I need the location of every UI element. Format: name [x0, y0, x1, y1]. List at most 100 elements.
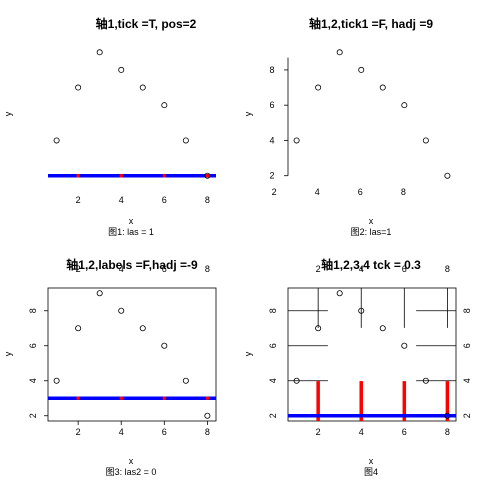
panel-3-title: 轴1,2,labels =F,hadj =-9: [66, 257, 198, 272]
panel-2-ylabel: y: [243, 111, 253, 116]
panel-4-y-right-tick-label: 6: [462, 343, 472, 348]
panel-4-ylabel: y: [243, 351, 253, 356]
panel-4-point: [315, 325, 322, 332]
panel-4-x-tick-label: 8: [445, 427, 450, 437]
panel-4-y-tick-label: 6: [268, 343, 278, 348]
panel-2-point: [358, 66, 365, 73]
panel-1-x-tick-label: 2: [76, 195, 81, 205]
panel-3-y-tick-label: 4: [28, 378, 38, 383]
panel-3-point: [161, 342, 168, 349]
panel-1-axis-tick-mark: [162, 173, 167, 178]
panel-1-point: [118, 66, 125, 73]
panel-1-point: [161, 102, 168, 109]
panel-3-point: [96, 290, 103, 297]
panel-4-point: [336, 290, 343, 297]
panel-1-ylabel: y: [3, 111, 13, 116]
panel-1-point: [204, 172, 211, 179]
panel-2-y-tick-label: 4: [269, 135, 274, 145]
panel-1-xlabel: x: [129, 216, 134, 226]
panel-1-x-tick-label: 4: [119, 195, 124, 205]
panel-4-point: [379, 325, 386, 332]
panel-3-point: [204, 412, 211, 419]
panel-4-y-tick-label: 8: [268, 308, 278, 313]
panel-1-point: [75, 84, 82, 91]
panel-3-x-tick-label: 4: [119, 427, 124, 437]
panel-2-y-tick-label: 2: [269, 171, 274, 181]
panel-2-x-tick-label: 4: [315, 187, 320, 197]
panel-1-point: [139, 84, 146, 91]
panel-3-point: [182, 377, 189, 384]
panel-3-ylabel: y: [3, 351, 13, 356]
panel-4-x-top-tick-label: 8: [445, 264, 450, 274]
panel-2-y-tick-label: 8: [269, 65, 274, 75]
panel-2-point: [444, 172, 451, 179]
panel-3-point: [75, 325, 82, 332]
panel-4-point: [401, 342, 408, 349]
panel-4-point: [422, 377, 429, 384]
panel-3-axis-tick-mark: [205, 396, 210, 401]
panel-3-x-tick-label: 8: [205, 427, 210, 437]
panel-1-axis-tick-mark: [76, 173, 80, 178]
panel-3-y-tick-label: 2: [28, 413, 38, 418]
panel-3-y-tick-label: 8: [28, 308, 38, 313]
panel-3-axis-tick-mark: [76, 396, 80, 401]
panel-4-caption: 图4: [364, 467, 378, 477]
panel-3-x-tick-label: 6: [162, 427, 167, 437]
panel-4-point: [293, 377, 300, 384]
panel-3-caption: 图3: las2 = 0: [106, 467, 157, 477]
panel-3-plot-box: [47, 287, 217, 422]
panel-1-caption: 图1: las = 1: [108, 227, 154, 237]
panel-2-point: [422, 137, 429, 144]
panel-2-point: [315, 84, 322, 91]
panel-3-point: [53, 377, 60, 384]
panel-1-point: [182, 137, 189, 144]
panel-4-y-right-tick-label: 2: [462, 413, 472, 418]
panel-4-x-tick-label: 2: [316, 427, 321, 437]
panel-4-y-right-tick-label: 4: [462, 378, 472, 383]
panel-2-caption: 图2: las=1: [351, 227, 392, 237]
panel-2-x-tick-label: 6: [358, 187, 363, 197]
panel-4-x-tick-label: 4: [359, 427, 364, 437]
panel-4-x-top-tick-label: 4: [359, 264, 364, 274]
panel-4-x-tick-label: 6: [402, 427, 407, 437]
panel-3-x-tick-label: 2: [76, 427, 81, 437]
panel-4-point: [358, 307, 365, 314]
panel-2-x-tick-label: 8: [401, 187, 406, 197]
panel-4-plot-box: [287, 287, 457, 422]
panel-1-x-tick-label: 6: [162, 195, 167, 205]
panel-3-y-tick-label: 6: [28, 343, 38, 348]
panel-2-point: [379, 84, 386, 91]
panel-2-point: [336, 49, 343, 56]
panel-3-point: [118, 307, 125, 314]
panel-2: 轴1,2,tick1 =F, hadj =9 x 图2: las=1 y 2 4 6…: [243, 16, 451, 237]
panel-4: 轴1,2,3,4 tck = 0.3 x 图4 y 2 4 6 8 2 4 6 8 2 4 6 8 2 4…: [243, 257, 472, 477]
panel-3: 轴1,2,labels =F,hadj =-9 x 图3: las2 = 0 y…: [3, 257, 217, 477]
panel-4-y-right-tick-label: 8: [462, 308, 472, 313]
panel-1-title: 轴1,tick =T, pos=2: [96, 16, 197, 31]
panel-4-x-top-tick-label: 6: [402, 264, 407, 274]
panel-3-point: [139, 325, 146, 332]
panel-4-y-tick-label: 2: [268, 413, 278, 418]
panel-3-xlabel: x: [129, 456, 134, 466]
panel-2-point: [293, 137, 300, 144]
panel-2-x-tick-label: 2: [272, 187, 277, 197]
panel-1-point: [96, 49, 103, 56]
panel-2-title: 轴1,2,tick1 =F, hadj =9: [309, 16, 433, 31]
panel-4-x-top-tick-label: 2: [316, 264, 321, 274]
panel-1-axis-tick-mark: [205, 173, 210, 178]
panel-1-axis-tick-mark: [119, 173, 124, 178]
panel-4-title: 轴1,2,3,4 tck = 0.3: [321, 257, 421, 272]
panel-2-xlabel: x: [369, 216, 374, 226]
panel-2-y-tick-label: 6: [269, 100, 274, 110]
panel-1-x-tick-label: 8: [205, 195, 210, 205]
panel-3-axis-tick-mark: [162, 396, 167, 401]
panel-4-y-tick-label: 4: [268, 378, 278, 383]
panel-1: 轴1,tick =T, pos=2 x 图1: las = 1 y 2 4 6 8: [3, 16, 216, 237]
panel-3-x-top-tick-label: 2: [76, 264, 81, 274]
panel-1-point: [53, 137, 60, 144]
panel-3-x-top-tick-label: 6: [162, 264, 167, 274]
panel-3-x-top-tick-label: 4: [119, 264, 124, 274]
panel-3-axis-tick-mark: [119, 396, 124, 401]
panel-3-x-top-tick-label: 8: [205, 264, 210, 274]
